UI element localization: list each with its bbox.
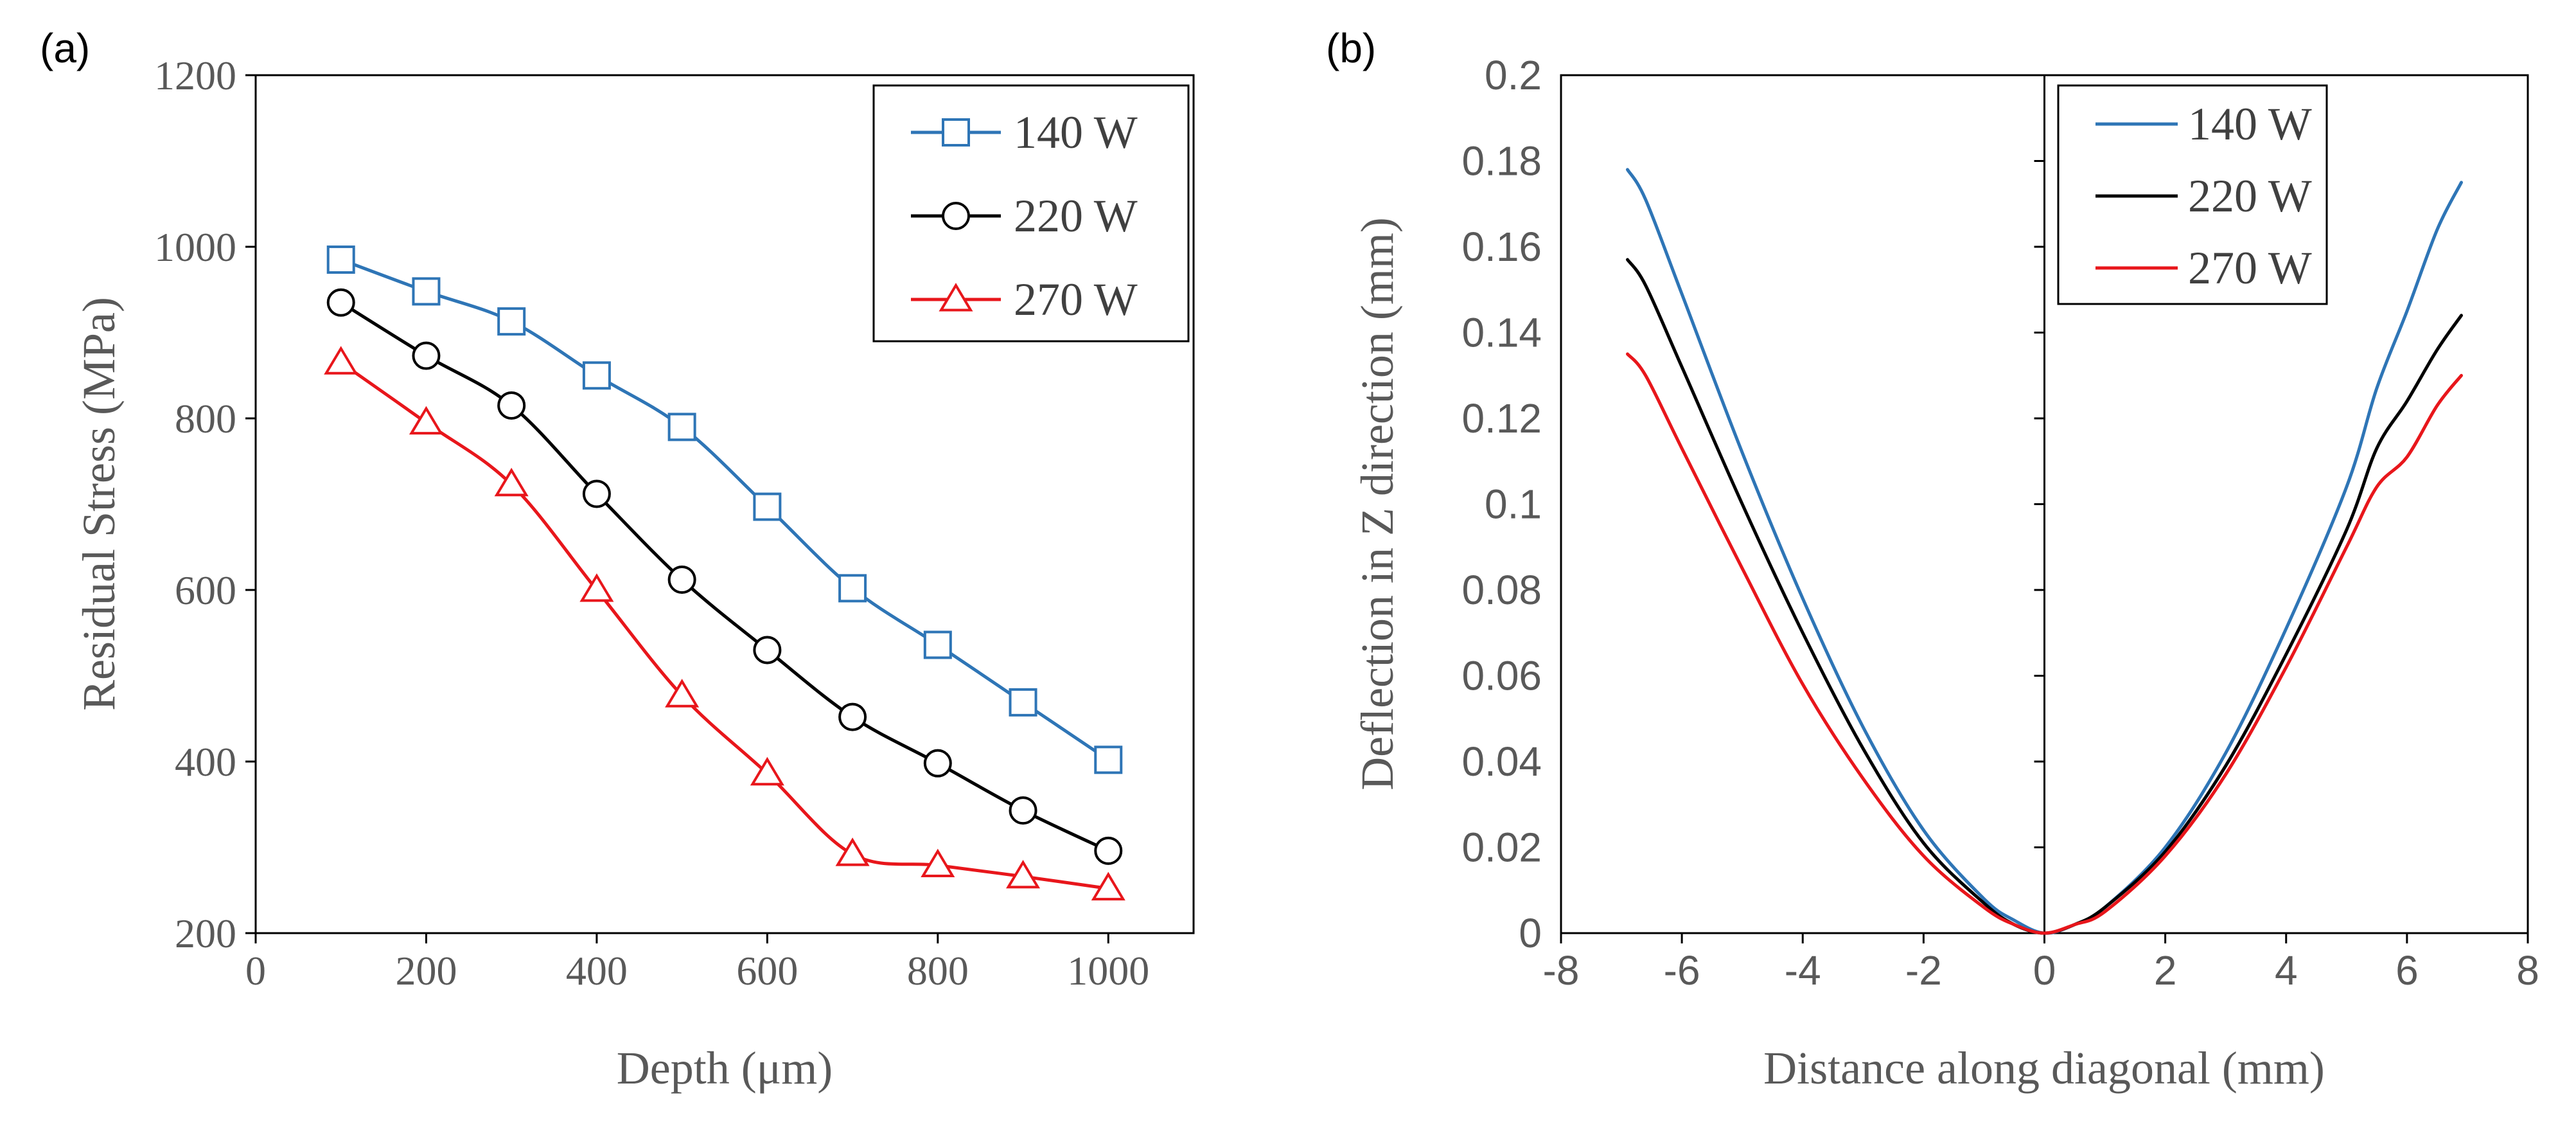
series-line-a-140w — [339, 258, 1110, 762]
data-point-a-140w-300 — [497, 307, 526, 336]
x-tick-label-b-4: 4 — [2275, 947, 2298, 994]
y-tick-label-a-1000: 1000 — [154, 224, 236, 270]
x-axis-title-a: Depth (μm) — [617, 1042, 833, 1094]
data-point-a-220w-300 — [497, 391, 526, 420]
data-point-a-140w-100 — [326, 245, 355, 274]
chart-a: (a) 0 200 400 600 800 10002004006008001000120… — [40, 25, 1195, 1094]
y-tick-label-a-200: 200 — [175, 911, 236, 956]
data-point-a-140w-200 — [412, 277, 441, 306]
data-point-a-140w-700 — [838, 574, 867, 603]
data-point-a-140w-400 — [582, 361, 611, 390]
chart-b: (b) -8 -6 -4 -2 0 2 4 6 8 0 0.02 0.04 0.06 0.08 0.1 0.1… — [1326, 25, 2539, 1094]
y-tick-label-b-0p18: 0.18 — [1461, 138, 1542, 184]
legend-marker-a-220w — [942, 202, 970, 230]
data-point-a-220w-600 — [753, 636, 782, 665]
x-tick-label-a-1000: 1000 — [1067, 948, 1149, 994]
data-point-a-220w-700 — [838, 702, 867, 731]
data-point-a-220w-100 — [326, 288, 355, 317]
data-point-a-270w-500 — [665, 679, 700, 708]
x-tick-label-b-6: 6 — [2395, 947, 2419, 994]
data-point-a-140w-800 — [923, 630, 952, 659]
y-tick-label-a-600: 600 — [175, 567, 236, 613]
legend-label-b-140w: 140 W — [2188, 98, 2312, 150]
data-point-a-220w-900 — [1009, 796, 1037, 825]
series-line-a-270w — [339, 361, 1110, 891]
data-point-a-220w-200 — [412, 341, 441, 370]
data-point-a-270w-300 — [494, 467, 529, 497]
panel-label-a: (a) — [40, 25, 90, 71]
legend-label-a-270w: 270 W — [1014, 274, 1138, 325]
y-tick-label-b-0p1: 0.1 — [1485, 481, 1542, 528]
x-tick-label-b-m2: -2 — [1905, 947, 1942, 994]
y-tick-label-b-0: 0 — [1519, 910, 1542, 956]
legend-label-b-220w: 220 W — [2188, 170, 2312, 222]
legend-label-a-220w: 220 W — [1014, 190, 1138, 242]
x-tick-label-b-m6: -6 — [1664, 947, 1700, 994]
x-tick-label-b-2: 2 — [2154, 947, 2177, 994]
panel-label-b: (b) — [1326, 25, 1376, 71]
data-point-a-140w-1000 — [1094, 745, 1123, 774]
data-point-a-270w-400 — [579, 573, 614, 602]
y-tick-label-b-0p12: 0.12 — [1461, 395, 1542, 442]
x-tick-label-a-0: 0 — [245, 948, 266, 994]
data-point-a-270w-1000 — [1091, 871, 1125, 901]
data-point-a-220w-400 — [582, 479, 611, 508]
y-tick-label-b-0p02: 0.02 — [1461, 825, 1542, 871]
x-axis-title-b: Distance along diagonal (mm) — [1763, 1042, 2325, 1094]
y-tick-label-b-0p08: 0.08 — [1461, 567, 1542, 613]
series-line-b-270w — [1626, 352, 2463, 935]
y-tick-label-b-0p06: 0.06 — [1461, 653, 1542, 699]
x-tick-label-b-0: 0 — [2033, 947, 2056, 994]
data-point-a-140w-600 — [753, 492, 782, 521]
x-tick-label-a-200: 200 — [395, 948, 457, 994]
legend-marker-a-140w — [942, 118, 970, 147]
data-point-a-220w-1000 — [1094, 836, 1123, 865]
data-point-a-270w-900 — [1006, 859, 1041, 889]
data-point-a-270w-700 — [835, 837, 870, 866]
y-tick-label-b-0p16: 0.16 — [1461, 224, 1542, 270]
x-tick-label-b-8: 8 — [2516, 947, 2539, 994]
legend-label-a-140w: 140 W — [1014, 107, 1138, 158]
series-line-a-220w — [339, 301, 1110, 853]
data-point-a-140w-500 — [667, 413, 696, 442]
x-tick-label-b-m8: -8 — [1543, 947, 1580, 994]
x-tick-label-b-m4: -4 — [1785, 947, 1821, 994]
y-axis-title-b: Deflection in Z direction (mm) — [1352, 217, 1403, 790]
data-point-a-270w-200 — [409, 406, 443, 435]
data-point-a-270w-800 — [921, 848, 955, 878]
data-point-a-140w-900 — [1009, 688, 1037, 717]
y-tick-label-a-800: 800 — [175, 396, 236, 442]
data-point-a-220w-800 — [923, 749, 952, 778]
legend-label-b-270w: 270 W — [2188, 242, 2312, 294]
y-tick-label-b-0p14: 0.14 — [1461, 310, 1542, 356]
y-tick-label-a-1200: 1200 — [154, 53, 236, 98]
x-tick-label-a-600: 600 — [736, 948, 798, 994]
y-tick-label-a-400: 400 — [175, 739, 236, 785]
data-point-a-270w-100 — [324, 346, 358, 375]
data-point-a-220w-500 — [667, 565, 696, 594]
y-tick-label-b-0p04: 0.04 — [1461, 738, 1542, 785]
y-axis-title-a: Residual Stress (MPa) — [73, 297, 125, 711]
x-tick-label-a-400: 400 — [566, 948, 628, 994]
y-tick-label-b-0p2: 0.2 — [1485, 52, 1542, 98]
data-point-a-270w-600 — [750, 756, 784, 786]
x-tick-label-a-800: 800 — [907, 948, 969, 994]
legend-marker-a-270w — [939, 283, 973, 312]
